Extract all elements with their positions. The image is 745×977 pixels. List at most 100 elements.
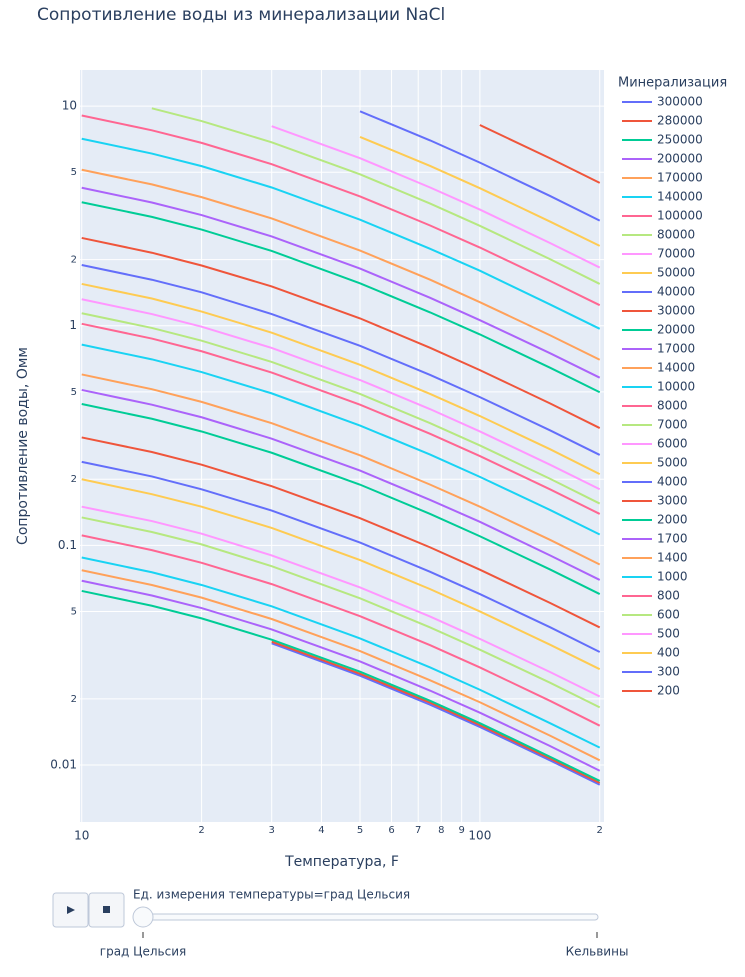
legend-label: 300 xyxy=(657,665,680,679)
lines xyxy=(81,107,601,786)
legend-label: 800 xyxy=(657,589,680,603)
series-line xyxy=(81,579,601,772)
legend-label: 3000 xyxy=(657,494,688,508)
legend-label: 17000 xyxy=(657,342,695,356)
legend-label: 2000 xyxy=(657,513,688,527)
y-tick-label: 5 xyxy=(71,167,77,178)
legend-label: 140000 xyxy=(657,190,703,204)
legend-title: Минерализация xyxy=(618,76,727,91)
legend-label: 100000 xyxy=(657,209,703,223)
legend-label: 6000 xyxy=(657,437,688,451)
x-axis-title: Температура, F xyxy=(284,854,399,870)
series-line xyxy=(81,556,601,749)
series-line xyxy=(81,589,601,782)
legend-label: 10000 xyxy=(657,380,695,394)
series-line xyxy=(81,282,601,476)
series-line xyxy=(81,343,601,536)
series-line xyxy=(81,201,601,394)
legend-label: 80000 xyxy=(657,228,695,242)
legend-label: 280000 xyxy=(657,114,703,128)
x-tick-label: 4 xyxy=(318,825,324,836)
series-line xyxy=(81,264,601,456)
plot-area xyxy=(80,70,604,822)
slider-step-label[interactable]: град Цельсия xyxy=(100,945,186,959)
series-line xyxy=(81,388,601,581)
x-tick-label: 7 xyxy=(415,825,421,836)
series-line xyxy=(81,436,601,629)
x-tick-label: 2 xyxy=(597,825,603,836)
series-line xyxy=(359,135,601,247)
series-line xyxy=(81,516,601,709)
series-line xyxy=(81,569,601,762)
y-tick-label: 5 xyxy=(71,606,77,617)
series-line xyxy=(81,186,601,379)
x-tick-label: 3 xyxy=(269,825,275,836)
series-line xyxy=(81,403,601,595)
series-line xyxy=(81,322,601,515)
y-tick-label: 2 xyxy=(71,694,77,705)
legend-label: 40000 xyxy=(657,285,695,299)
x-tick-label: 9 xyxy=(458,825,464,836)
series-line xyxy=(81,505,601,698)
y-axis-title: Сопротивление воды, Омм xyxy=(15,347,31,545)
legend-label: 400 xyxy=(657,646,680,660)
legend-label: 200 xyxy=(657,684,680,698)
legend-label: 1400 xyxy=(657,551,688,565)
y-tick-label: 2 xyxy=(71,474,77,485)
series-line xyxy=(81,298,601,491)
slider-label: Ед. измерения температуры=град Цельсия xyxy=(133,888,410,902)
y-tick-label: 10 xyxy=(62,99,77,113)
legend-label: 300000 xyxy=(657,95,703,109)
x-tick-label: 10 xyxy=(74,829,89,843)
slider-knob[interactable] xyxy=(132,906,154,928)
legend-label: 70000 xyxy=(657,247,695,261)
y-tick-label: 5 xyxy=(71,387,77,398)
series-line xyxy=(271,642,601,786)
series-line xyxy=(271,125,601,269)
x-tick-label: 100 xyxy=(468,829,491,843)
series-line xyxy=(81,460,601,653)
legend-label: 600 xyxy=(657,608,680,622)
legend-label: 20000 xyxy=(657,323,695,337)
legend-label: 1000 xyxy=(657,570,688,584)
series-line xyxy=(479,124,601,184)
series-line xyxy=(81,236,601,429)
legend-label: 200000 xyxy=(657,152,703,166)
x-tick-label: 8 xyxy=(438,825,444,836)
stop-icon xyxy=(103,906,110,913)
legend-label: 5000 xyxy=(657,456,688,470)
series-line xyxy=(81,373,601,566)
legend-label: 50000 xyxy=(657,266,695,280)
series-line xyxy=(359,110,601,222)
x-tick-label: 6 xyxy=(388,825,394,836)
series-line xyxy=(151,107,601,285)
series-line xyxy=(81,168,601,361)
legend-label: 500 xyxy=(657,627,680,641)
legend-label: 4000 xyxy=(657,475,688,489)
x-tick-label: 5 xyxy=(357,825,363,836)
chart-title: Сопротивление воды из минерализации NaCl xyxy=(37,5,445,25)
legend-label: 30000 xyxy=(657,304,695,318)
legend-label: 250000 xyxy=(657,133,703,147)
y-tick-label: 1 xyxy=(69,318,77,332)
series-line xyxy=(81,114,601,307)
series-line xyxy=(81,312,601,505)
y-tick-label: 0.01 xyxy=(50,757,77,771)
legend-label: 170000 xyxy=(657,171,703,185)
legend-label: 7000 xyxy=(657,418,688,432)
x-tick-label: 2 xyxy=(198,825,204,836)
legend-label: 14000 xyxy=(657,361,695,375)
legend-label: 1700 xyxy=(657,532,688,546)
y-tick-label: 2 xyxy=(71,255,77,266)
legend-label: 8000 xyxy=(657,399,688,413)
series-line xyxy=(81,137,601,330)
series-line xyxy=(81,478,601,671)
y-tick-label: 0.1 xyxy=(58,538,77,552)
series-line xyxy=(271,640,601,784)
slider-track[interactable] xyxy=(136,913,599,921)
slider-step-label[interactable]: Кельвины xyxy=(566,945,629,959)
series-line xyxy=(81,534,601,727)
play-icon xyxy=(67,906,75,914)
legend: 300000 280000 250000 200000 170000 140000 1000… xyxy=(622,95,703,698)
